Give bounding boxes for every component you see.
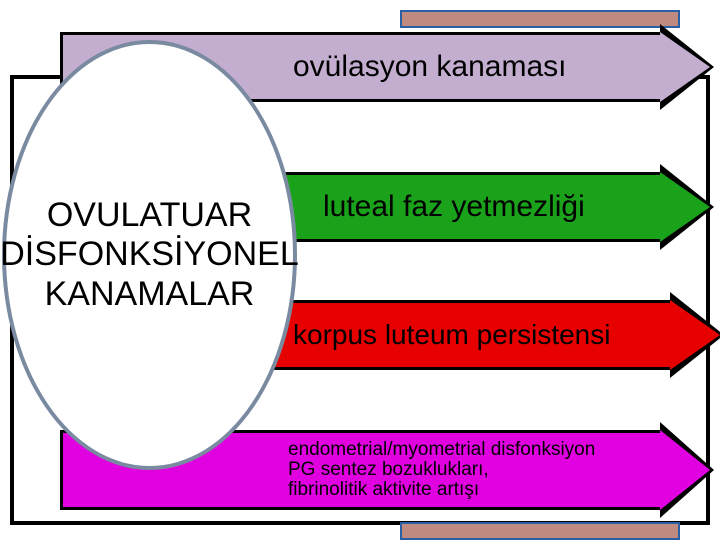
arrow-head-inner-2 [670, 300, 720, 370]
bottom-accent-bar [400, 522, 680, 540]
arrow-label-2: korpus luteum persistensi [293, 320, 610, 349]
oval-line-1: OVULATUAR [47, 196, 252, 235]
oval-line-3: KANAMALAR [45, 275, 255, 314]
arrow-head-inner-0 [660, 32, 710, 102]
arrow-label-1: luteal faz yetmezliği [323, 191, 585, 223]
arrow-label-3: endometrial/myometrial disfonksiyon PG s… [288, 440, 595, 500]
title-oval: OVULATUAR DİSFONKSİYONEL KANAMALAR [2, 40, 297, 470]
oval-line-2: DİSFONKSİYONEL [0, 235, 299, 274]
top-accent-bar [400, 10, 680, 28]
arrow-head-inner-1 [660, 172, 710, 242]
arrow-head-inner-3 [660, 430, 710, 510]
arrow-label-0: ovülasyon kanaması [293, 51, 567, 83]
